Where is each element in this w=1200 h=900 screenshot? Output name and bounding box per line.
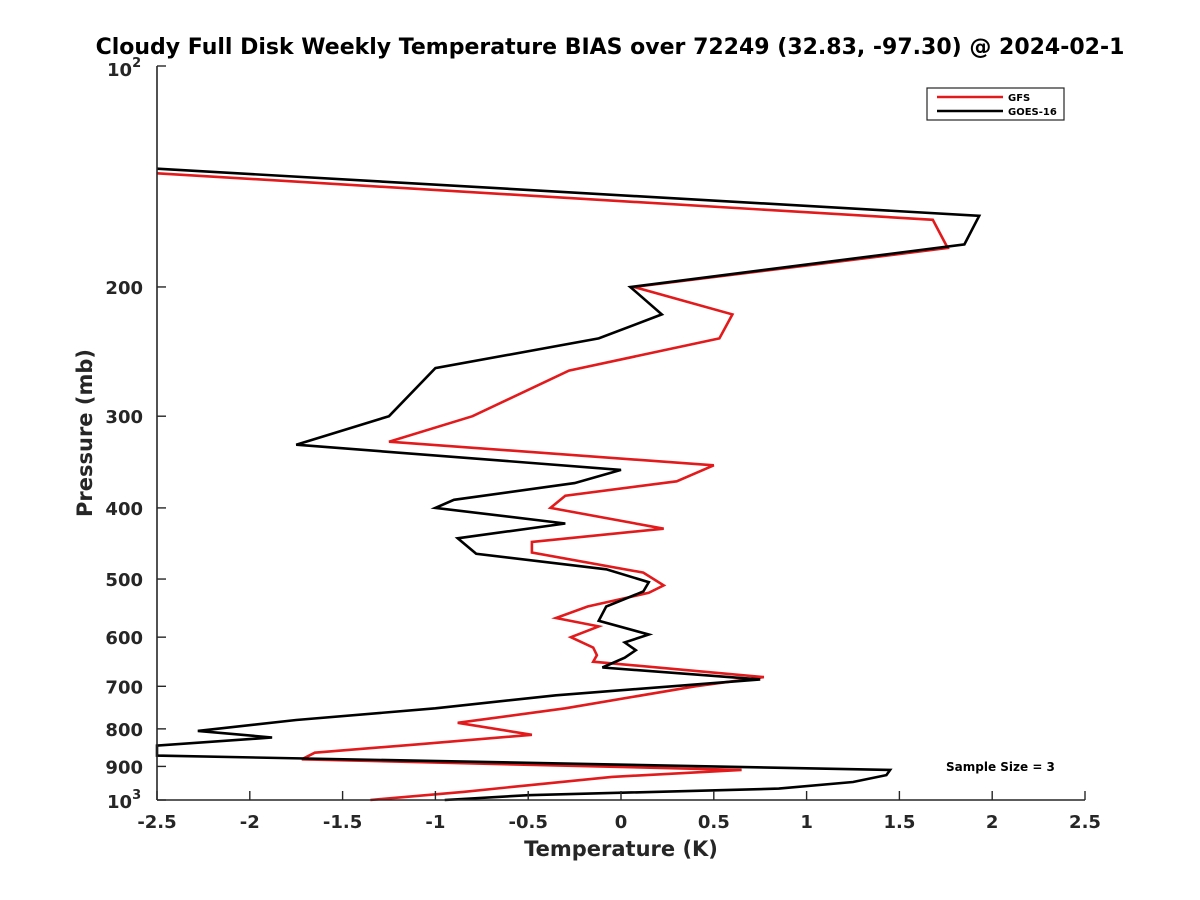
x-tick-label: 0.5: [698, 812, 730, 833]
y-tick-label: 600: [105, 628, 143, 649]
sample-size-annotation: Sample Size = 3: [946, 760, 1055, 774]
y-tick-label: 800: [105, 720, 143, 741]
x-tick-label: -2.5: [137, 812, 176, 833]
y-limit-bottom-base: 10: [107, 792, 132, 813]
y-tick-label: 500: [105, 570, 143, 591]
series-line-gfs: [156, 172, 950, 802]
x-tick-label: 2: [986, 812, 999, 833]
legend-box: [926, 87, 1065, 121]
svg-text:103: 103: [107, 788, 141, 813]
y-tick-label: 900: [105, 757, 143, 778]
x-tick-label: -0.5: [509, 812, 548, 833]
y-ticks: 200 300 400 500 600 700 800 900: [105, 65, 166, 801]
y-tick-label: 300: [105, 407, 143, 428]
legend: GFS GOES-16: [926, 87, 1065, 121]
x-axis-label: Temperature (K): [524, 837, 718, 861]
y-limit-top-exponent: 2: [132, 56, 141, 71]
x-ticks: -2.5 -2 -1.5 -1 -0.5 0 0.5 1 1.5 2 2.5: [137, 791, 1101, 833]
x-tick-label: 1: [800, 812, 813, 833]
plot-area: -2.5 -2 -1.5 -1 -0.5 0 0.5 1 1.5 2 2.5 200 300 400 50…: [105, 65, 1101, 833]
x-tick-label: -1.5: [323, 812, 362, 833]
y-tick-label: 400: [105, 499, 143, 520]
legend-label-gfs: GFS: [1008, 93, 1030, 104]
y-tick-label: 200: [105, 278, 143, 299]
chart-title: Cloudy Full Disk Weekly Temperature BIAS…: [96, 35, 1125, 60]
x-tick-label: 1.5: [883, 812, 915, 833]
x-tick-label: -1: [425, 812, 445, 833]
y-limit-bottom-exponent: 3: [132, 788, 141, 803]
y-tick-label: 700: [105, 677, 143, 698]
x-tick-label: -2: [240, 812, 260, 833]
x-tick-label: 2.5: [1069, 812, 1101, 833]
legend-label-goes-16: GOES-16: [1008, 107, 1057, 118]
y-limit-top-base: 10: [107, 60, 132, 81]
y-limit-label-bottom: 103: [107, 788, 141, 813]
y-axis-label: Pressure (mb): [73, 349, 97, 517]
y-limit-label-top: 102: [107, 56, 141, 81]
svg-text:102: 102: [107, 56, 141, 81]
x-tick-label: 0: [615, 812, 628, 833]
